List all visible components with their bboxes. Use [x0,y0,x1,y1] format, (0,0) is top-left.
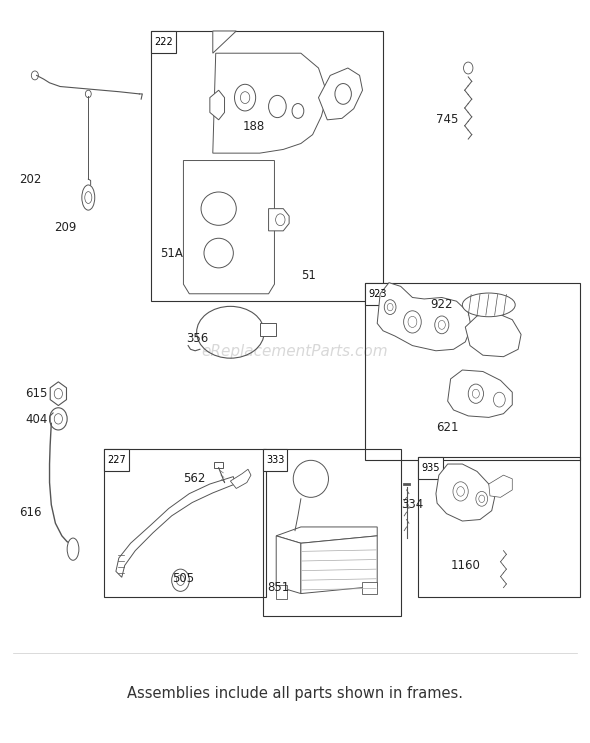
Circle shape [172,569,189,591]
Polygon shape [466,312,521,357]
Bar [104,450,266,597]
Bar [263,450,287,471]
Polygon shape [213,53,327,153]
Bar [151,31,176,53]
Text: 922: 922 [430,299,453,311]
Text: 51A: 51A [160,247,183,259]
Circle shape [384,299,396,314]
Circle shape [268,95,286,117]
Ellipse shape [463,293,515,317]
Text: 334: 334 [401,499,423,511]
Circle shape [435,316,449,334]
Circle shape [176,575,185,585]
Bar [151,31,383,301]
Circle shape [387,303,393,311]
Text: 222: 222 [154,37,173,47]
Polygon shape [448,370,512,418]
Text: 745: 745 [436,114,458,126]
Circle shape [54,414,63,424]
Text: 851: 851 [267,581,289,594]
Bar [263,450,401,616]
Text: 333: 333 [266,455,284,465]
Polygon shape [183,160,274,293]
Text: 505: 505 [172,572,194,585]
Bar [276,585,287,600]
Polygon shape [213,31,236,53]
Text: 227: 227 [107,455,126,465]
Text: 1160: 1160 [451,559,480,572]
Text: 923: 923 [369,289,387,299]
Circle shape [453,481,468,501]
Circle shape [493,392,505,407]
Polygon shape [301,536,377,594]
Circle shape [457,487,464,496]
Polygon shape [50,382,67,406]
Ellipse shape [85,192,92,204]
Text: Assemblies include all parts shown in frames.: Assemblies include all parts shown in fr… [127,686,463,701]
Polygon shape [436,464,494,521]
Ellipse shape [204,239,233,268]
Bar [365,282,580,461]
Circle shape [54,389,63,399]
Text: 615: 615 [25,387,47,400]
Circle shape [408,317,417,328]
Bar [365,282,390,305]
Bar [104,450,129,471]
Circle shape [476,491,487,506]
Text: 935: 935 [421,463,440,473]
Text: 356: 356 [186,331,209,345]
Circle shape [464,62,473,74]
Circle shape [404,311,421,333]
Circle shape [335,83,352,104]
Text: 616: 616 [19,506,41,519]
Polygon shape [489,475,512,497]
Text: 188: 188 [242,120,265,133]
Bar [362,582,377,594]
Text: 404: 404 [25,413,47,426]
Bar [260,322,276,336]
Polygon shape [276,536,301,594]
Text: 51: 51 [301,269,316,282]
Circle shape [240,91,250,103]
Ellipse shape [67,538,79,560]
Circle shape [234,84,255,111]
Ellipse shape [82,185,95,210]
Polygon shape [116,476,235,577]
Polygon shape [377,282,471,351]
Circle shape [479,495,484,502]
Polygon shape [210,90,225,120]
Bar [418,457,443,478]
Text: 202: 202 [19,172,41,186]
Polygon shape [268,209,289,231]
Circle shape [468,384,483,403]
Polygon shape [231,470,251,488]
Polygon shape [214,462,224,468]
Circle shape [276,214,285,226]
Text: 621: 621 [436,421,458,433]
Text: 562: 562 [183,473,206,485]
Polygon shape [319,68,362,120]
Ellipse shape [201,192,236,225]
Circle shape [292,103,304,118]
Circle shape [473,389,480,398]
Text: eReplacementParts.com: eReplacementParts.com [202,344,388,359]
Polygon shape [276,527,377,543]
Text: 209: 209 [54,221,77,233]
Bar [418,457,580,597]
Circle shape [438,320,445,329]
